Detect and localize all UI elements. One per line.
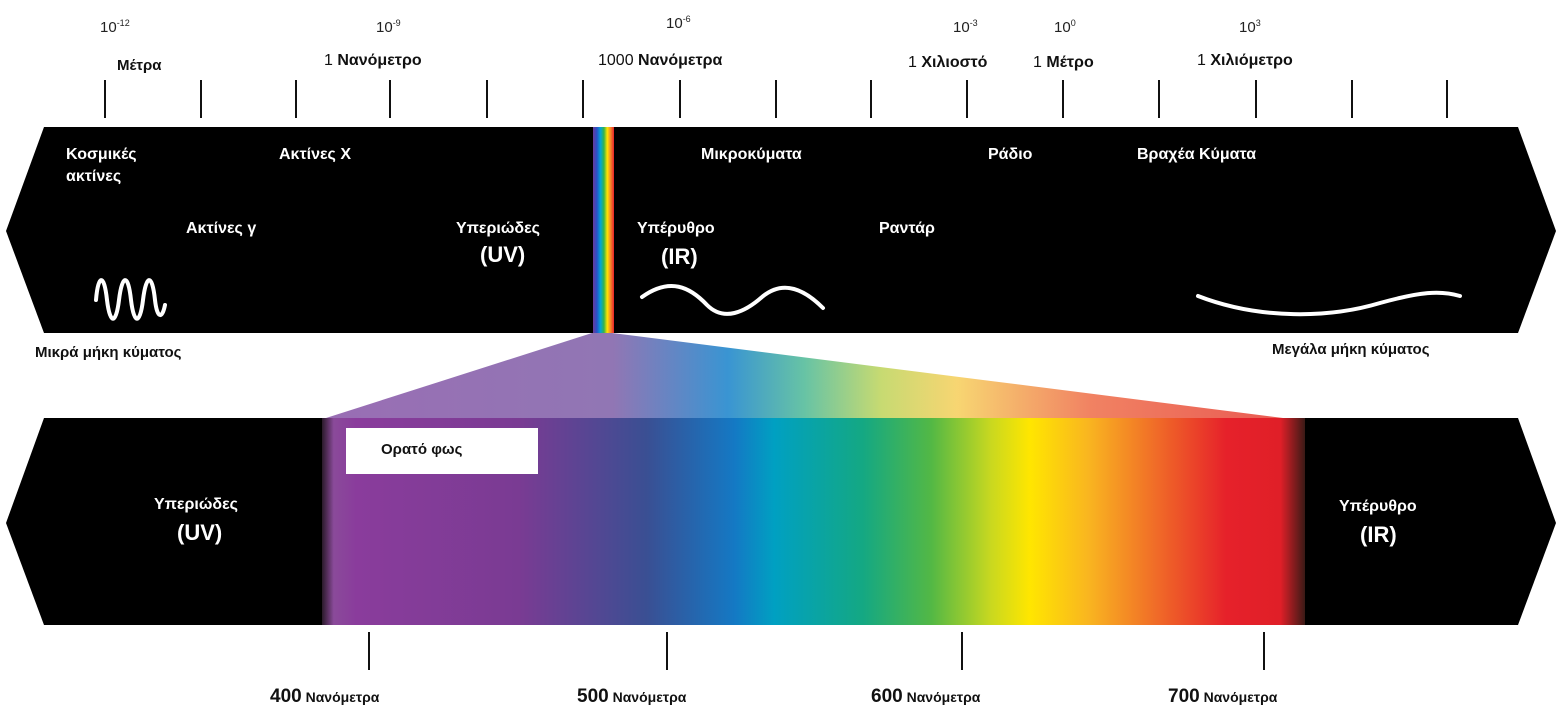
nm-num: 700 xyxy=(1168,686,1200,707)
label-radar: Ραντάρ xyxy=(879,220,935,237)
label-cosmic-rays-2: ακτίνες xyxy=(66,168,122,185)
power-exp: -3 xyxy=(969,18,978,28)
em-spectrum-band xyxy=(6,127,1556,333)
nm-num: 600 xyxy=(871,686,903,707)
visible-light-box: Ορατό φως xyxy=(346,428,538,474)
scale-unit: Χιλιόμετρο xyxy=(1210,52,1293,69)
scale-label-meter: 1 Μέτρο xyxy=(1033,54,1094,72)
nm-label-600: 600 Νανόμετρα xyxy=(871,686,980,708)
visible-uv-abbr: (UV) xyxy=(177,520,223,545)
power-base: 10 xyxy=(666,15,683,32)
nm-unit: Νανόμετρα xyxy=(612,689,687,705)
nm-label-700: 700 Νανόμετρα xyxy=(1168,686,1277,708)
scale-num: 1 xyxy=(324,52,333,69)
power-exp: -6 xyxy=(682,14,691,24)
power-label: 10-12 xyxy=(100,18,130,36)
scale-unit: Χιλιοστό xyxy=(921,54,988,71)
scale-num: 1 xyxy=(1033,54,1042,71)
power-exp: -9 xyxy=(392,18,401,28)
label-uv-word: Υπεριώδες xyxy=(456,220,540,237)
scale-unit: Νανόμετρο xyxy=(337,52,422,69)
nm-unit: Νανόμετρα xyxy=(305,689,380,705)
power-label: 100 xyxy=(1054,18,1076,36)
short-wave-icon xyxy=(94,278,167,321)
label-gamma-rays: Ακτίνες γ xyxy=(186,220,257,237)
power-base: 10 xyxy=(953,19,970,36)
visible-light-title: Ορατό φως xyxy=(381,441,463,458)
power-label: 10-6 xyxy=(666,14,691,32)
scale-num: 1000 xyxy=(598,52,634,69)
nm-num: 500 xyxy=(577,686,609,707)
nm-unit: Νανόμετρα xyxy=(906,689,981,705)
label-microwaves: Μικροκύματα xyxy=(701,146,802,163)
power-exp: 0 xyxy=(1070,18,1076,28)
nm-label-500: 500 Νανόμετρα xyxy=(577,686,686,708)
power-label: 10-9 xyxy=(376,18,401,36)
power-exp: 3 xyxy=(1255,18,1261,28)
label-cosmic-rays-1: Κοσμικές xyxy=(66,146,137,163)
scale-num: 1 xyxy=(1197,52,1206,69)
label-radio: Ράδιο xyxy=(988,146,1033,163)
scale-label-nanometer: 1 Νανόμετρο xyxy=(324,52,422,70)
long-wave-icon xyxy=(1196,290,1462,317)
nm-num: 400 xyxy=(270,686,302,707)
power-base: 10 xyxy=(1054,19,1071,36)
scale-unit: Νανόμετρα xyxy=(638,52,723,69)
label-short-wavelengths: Μικρά μήκη κύματος xyxy=(35,344,182,361)
visible-strip xyxy=(593,127,614,333)
power-base: 10 xyxy=(1239,19,1256,36)
label-long-wavelengths: Μεγάλα μήκη κύματος xyxy=(1272,341,1430,358)
label-shortwave: Βραχέα Κύματα xyxy=(1137,146,1257,163)
visible-ir-word: Υπέρυθρο xyxy=(1339,498,1417,515)
scale-label-meters: Μέτρα xyxy=(117,57,162,74)
label-x-rays: Ακτίνες X xyxy=(279,146,351,163)
scale-label-millimeter: 1 Χιλιοστό xyxy=(908,54,987,72)
power-base: 10 xyxy=(376,19,393,36)
power-base: 10 xyxy=(100,19,117,36)
nm-unit: Νανόμετρα xyxy=(1203,689,1278,705)
scale-ticks xyxy=(104,80,1448,118)
visible-ir-abbr: (IR) xyxy=(1360,522,1397,547)
label-uv-abbr: (UV) xyxy=(480,242,526,267)
label-ir-word: Υπέρυθρο xyxy=(637,220,715,237)
medium-wave-icon xyxy=(640,283,825,316)
power-exp: -12 xyxy=(116,18,130,28)
power-label: 10-3 xyxy=(953,18,978,36)
power-label: 103 xyxy=(1239,18,1261,36)
visible-fan xyxy=(326,333,1283,418)
visible-uv-word: Υπεριώδες xyxy=(154,496,238,513)
nm-ticks xyxy=(368,632,1265,670)
scale-unit: Μέτρο xyxy=(1046,54,1094,71)
label-ir-abbr: (IR) xyxy=(661,244,698,269)
scale-label-1000-nm: 1000 Νανόμετρα xyxy=(598,52,722,70)
scale-label-kilometer: 1 Χιλιόμετρο xyxy=(1197,52,1293,70)
nm-label-400: 400 Νανόμετρα xyxy=(270,686,379,708)
scale-num: 1 xyxy=(908,54,917,71)
